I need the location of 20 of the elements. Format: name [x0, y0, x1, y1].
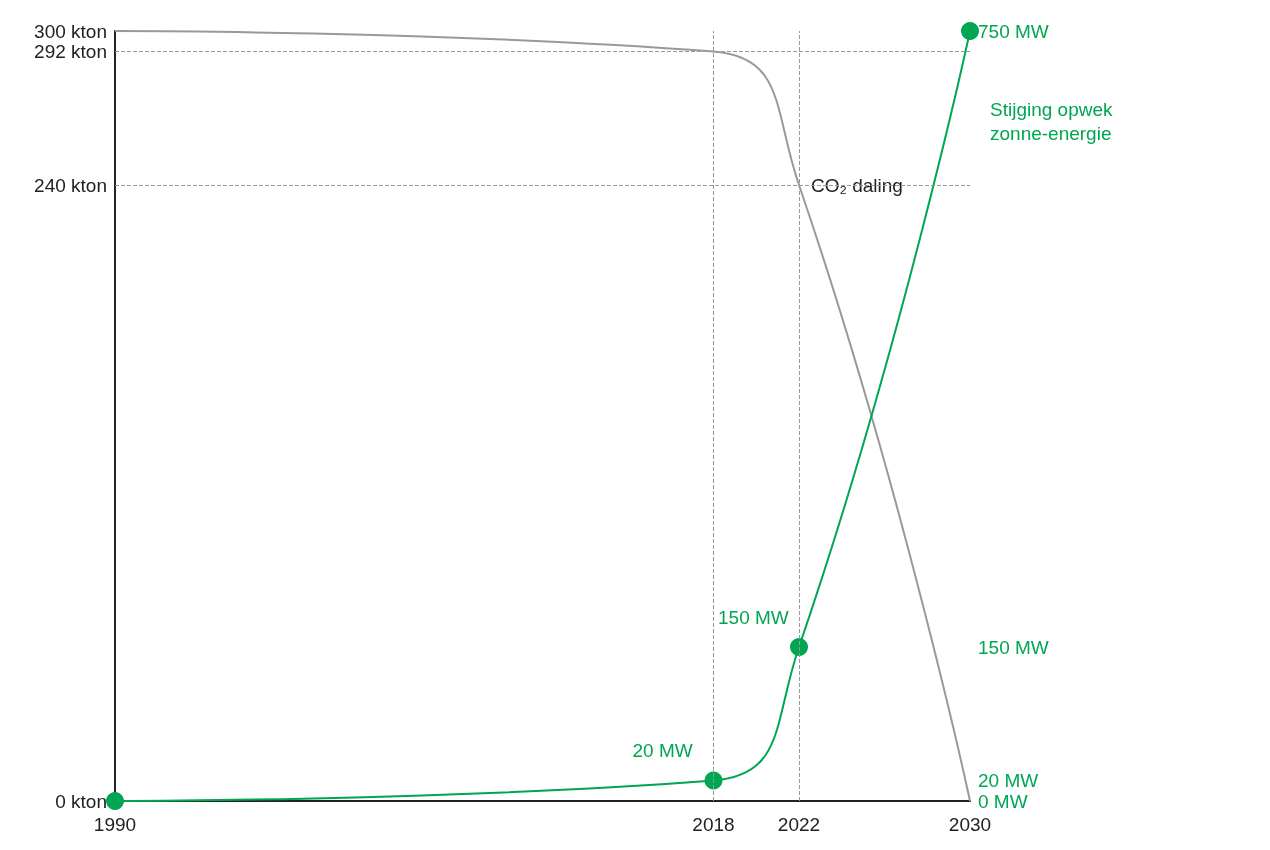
y-tick-label: 0 kton	[55, 790, 107, 812]
y-tick-label: 300 kton	[34, 20, 107, 42]
y2-tick-label: 0 MW	[978, 790, 1028, 812]
x-tick-label: 1990	[93, 814, 137, 835]
y-tick-label: 240 kton	[34, 174, 107, 196]
y2-tick-label: 750 MW	[978, 20, 1049, 42]
data-label: 20 MW	[632, 740, 693, 762]
x-tick-label: 2018	[692, 814, 735, 835]
point	[106, 792, 124, 810]
x-tick-label: 2022	[777, 814, 821, 835]
y-tick-label: 292 kton	[34, 41, 107, 63]
y2-tick-label: 20 MW	[978, 769, 1039, 791]
series-label: CO₂ daling	[811, 174, 903, 196]
point	[790, 638, 808, 656]
data-label: 150 MW	[718, 607, 789, 628]
point	[704, 771, 723, 790]
y2-tick-label: 150 MW	[978, 636, 1049, 658]
point	[961, 22, 979, 40]
series-label: Stijging opwek zonne-energie	[990, 98, 1118, 144]
x-tick-label: 2030	[948, 814, 992, 835]
